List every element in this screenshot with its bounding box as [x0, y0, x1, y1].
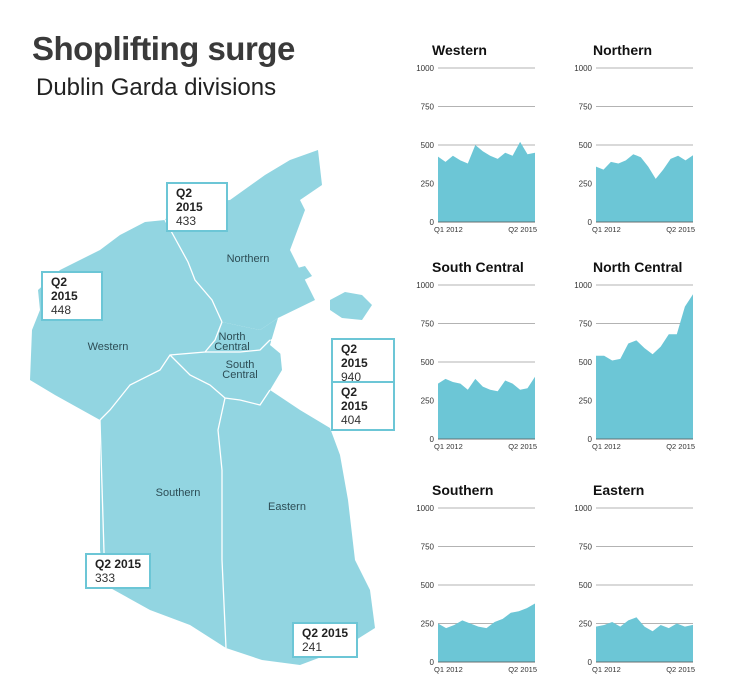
y-tick-label: 0: [430, 658, 435, 667]
map-region-northern[interactable]: [165, 150, 322, 330]
y-tick-label: 1000: [574, 281, 592, 290]
y-tick-label: 250: [421, 180, 435, 189]
map-region-label: Northern: [227, 253, 270, 265]
y-tick-label: 750: [579, 103, 593, 112]
chart-title: North Central: [593, 259, 682, 275]
map-region-label: South: [226, 359, 255, 371]
page-subtitle: Dublin Garda divisions: [36, 74, 277, 101]
y-tick-label: 750: [421, 103, 435, 112]
y-tick-label: 750: [579, 320, 593, 329]
y-tick-label: 1000: [574, 504, 592, 513]
y-tick-label: 500: [579, 141, 593, 150]
y-tick-label: 250: [579, 620, 593, 629]
map-region-label: Central: [214, 341, 249, 353]
callout-south-central: Q2 2015 404: [331, 381, 395, 431]
y-tick-label: 0: [588, 658, 593, 667]
map-region-label: Southern: [156, 487, 201, 499]
callout-value: 940: [341, 370, 362, 384]
map-borders: [99, 219, 271, 649]
y-tick-label: 1000: [416, 281, 434, 290]
x-tick-label: Q1 2012: [434, 665, 463, 674]
x-tick-label: Q1 2012: [434, 225, 463, 234]
chart-title: Southern: [432, 482, 493, 498]
x-tick-label: Q1 2012: [434, 442, 463, 451]
chart-title: South Central: [432, 259, 524, 275]
callout-southern: Q2 2015 333: [85, 553, 151, 589]
x-tick-label: Q1 2012: [592, 225, 621, 234]
x-tick-label: Q1 2012: [592, 665, 621, 674]
callout-period: Q2 2015: [302, 626, 349, 640]
area-series: [438, 603, 535, 662]
map-region-western[interactable]: [30, 220, 222, 420]
area-series: [438, 376, 535, 439]
callout-value: 448: [51, 303, 72, 317]
y-tick-label: 500: [421, 581, 435, 590]
map-region-label: Western: [88, 341, 129, 353]
y-tick-label: 500: [421, 141, 435, 150]
chart-western: Western 0 250 500 750 1000 Q1 2012 Q2 2015: [416, 42, 537, 234]
x-tick-label: Q2 2015: [666, 225, 695, 234]
callout-period: Q2 2015: [341, 385, 368, 413]
callout-value: 404: [341, 413, 362, 427]
y-tick-label: 500: [579, 581, 593, 590]
callout-period: Q2 2015: [176, 186, 203, 214]
y-tick-label: 0: [588, 435, 593, 444]
x-tick-label: Q2 2015: [508, 442, 537, 451]
y-tick-label: 0: [430, 218, 435, 227]
map-region-label: Eastern: [268, 501, 306, 513]
y-tick-label: 750: [421, 320, 435, 329]
y-tick-label: 250: [421, 620, 435, 629]
callout-period: Q2 2015: [51, 275, 78, 303]
map-region-south-central[interactable]: [170, 340, 282, 405]
x-tick-label: Q2 2015: [508, 225, 537, 234]
callout-value: 241: [302, 640, 323, 654]
chart-title: Western: [432, 42, 487, 58]
y-tick-label: 500: [579, 358, 593, 367]
y-tick-label: 0: [588, 218, 593, 227]
chart-north-central: North Central 0 250 500 750 1000 Q1 2012 Q2 201…: [574, 259, 695, 451]
area-series: [596, 294, 693, 439]
y-tick-label: 500: [421, 358, 435, 367]
callout-value: 433: [176, 214, 197, 228]
y-tick-label: 0: [430, 435, 435, 444]
callout-north-central: Q2 2015 940: [331, 338, 395, 388]
map-island: [290, 266, 312, 282]
map-region-north-central[interactable]: [205, 318, 290, 352]
callout-period: Q2 2015: [95, 557, 142, 571]
map-region-eastern[interactable]: [218, 390, 375, 665]
callout-value: 333: [95, 571, 116, 585]
chart-southern: Southern 0 250 500 750 1000 Q1 2012 Q2 2015: [416, 482, 537, 674]
callout-period: Q2 2015: [341, 342, 368, 370]
x-tick-label: Q2 2015: [666, 665, 695, 674]
chart-northern: Northern 0 250 500 750 1000 Q1 2012 Q2 2015: [574, 42, 695, 234]
y-tick-label: 750: [421, 543, 435, 552]
chart-south-central: South Central 0 250 500 750 1000 Q1 2012 Q2 201…: [416, 259, 537, 451]
chart-title: Northern: [593, 42, 652, 58]
map-peninsula-howth: [330, 292, 372, 320]
chart-eastern: Eastern 0 250 500 750 1000 Q1 2012 Q2 2015: [574, 482, 695, 674]
map-region-label: Central: [222, 369, 257, 381]
y-tick-label: 750: [579, 543, 593, 552]
area-series: [596, 617, 693, 662]
y-tick-label: 1000: [574, 64, 592, 73]
chart-title: Eastern: [593, 482, 644, 498]
x-tick-label: Q2 2015: [508, 665, 537, 674]
area-series: [438, 141, 535, 222]
y-tick-label: 1000: [416, 64, 434, 73]
y-tick-label: 250: [579, 180, 593, 189]
map-bay: [270, 310, 330, 355]
x-tick-label: Q2 2015: [666, 442, 695, 451]
x-tick-label: Q1 2012: [592, 442, 621, 451]
y-tick-label: 1000: [416, 504, 434, 513]
callout-northern: Q2 2015 433: [166, 182, 228, 232]
callout-western: Q2 2015 448: [41, 271, 103, 321]
area-series: [596, 154, 693, 222]
y-tick-label: 250: [421, 397, 435, 406]
map-region-label: North: [219, 331, 246, 343]
callout-eastern: Q2 2015 241: [292, 622, 358, 658]
page-title: Shoplifting surge: [32, 30, 295, 67]
y-tick-label: 250: [579, 397, 593, 406]
